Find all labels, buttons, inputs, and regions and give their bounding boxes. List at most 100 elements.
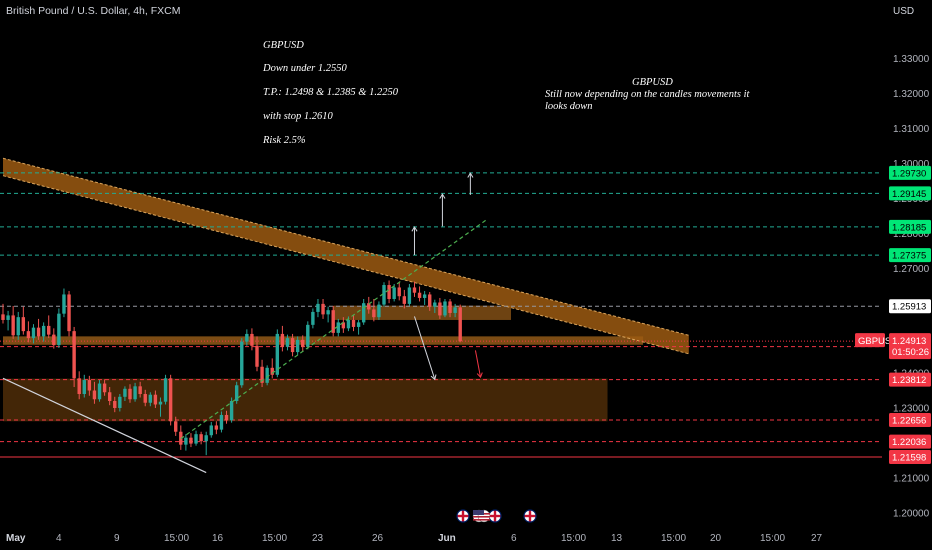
candle-body: [97, 383, 102, 400]
note-line-tp: T.P.: 1.2498 & 1.2385 & 1.2250: [263, 87, 399, 98]
candle-body: [87, 380, 92, 391]
arrow-head: [476, 372, 483, 379]
candle-body: [16, 317, 20, 336]
price-badge-label: 1.23812: [892, 375, 926, 386]
candle-body: [229, 400, 234, 421]
candle-body: [113, 400, 117, 408]
candle-body: [11, 315, 15, 336]
price-badge-label: 1.28185: [892, 222, 926, 233]
candle-body: [417, 292, 422, 298]
time-tick-label: 13: [611, 533, 623, 544]
price-badge: [889, 219, 931, 234]
price-badge: [889, 248, 931, 263]
chart-title: British Pound / U.S. Dollar, 4h, FXCM: [6, 5, 180, 17]
candle-body: [67, 294, 71, 332]
candle-body: [316, 303, 320, 312]
candle-body: [301, 339, 305, 347]
candle-body: [433, 302, 437, 307]
price-tick-label: 1.20000: [893, 508, 930, 519]
candle-body: [275, 333, 280, 375]
candle-body: [443, 301, 447, 316]
price-badge-label: 1.29145: [892, 189, 926, 200]
drawings-layer: [2, 172, 486, 474]
candle-body: [458, 307, 462, 342]
price-badge: [889, 434, 931, 449]
candle-body: [31, 327, 36, 339]
price-badge-label: 1.22036: [892, 437, 926, 448]
candle-body: [189, 437, 193, 444]
candle-body: [285, 338, 290, 347]
currency-label[interactable]: USD: [893, 6, 914, 17]
current-price-badge: [889, 333, 931, 360]
price-tick-label: 1.28000: [893, 229, 930, 240]
candle-body: [270, 367, 274, 375]
candle-body: [397, 287, 401, 297]
note-line-stop: with stop 1.2610: [263, 111, 333, 122]
candle-body: [62, 294, 66, 314]
candle-body: [245, 333, 249, 342]
resistance-zone: [333, 305, 511, 320]
candle-body: [133, 386, 137, 400]
candle-body: [260, 366, 264, 383]
right-note-title: GBPUSD: [632, 77, 673, 88]
candle-body: [387, 285, 391, 299]
arrow-head: [430, 374, 437, 381]
time-tick-label: 15:00: [262, 533, 287, 544]
support-zone-thin: [3, 336, 644, 345]
candle-body: [382, 285, 386, 305]
time-tick-label: 26: [372, 533, 384, 544]
note-line-risk: Risk 2.5%: [262, 135, 306, 146]
candle-body: [214, 425, 219, 430]
candle-body: [407, 287, 412, 304]
time-tick-label: 16: [212, 533, 224, 544]
candle-body: [41, 325, 46, 337]
candles-layer: [1, 280, 462, 456]
candle-body: [72, 331, 76, 379]
time-axis[interactable]: May 4 9 15:00 16 15:00 23 26 Jun 6 15:00 13 15:00 20 1…: [6, 533, 823, 544]
time-tick-label: 15:00: [661, 533, 686, 544]
candle-body: [102, 383, 107, 393]
candle-body: [77, 378, 81, 395]
event-us-flag-icon[interactable]: [477, 509, 491, 523]
candle-body: [402, 296, 407, 304]
candle-body: [377, 304, 381, 318]
price-tick-label: 1.31000: [893, 124, 930, 135]
candle-body: [372, 309, 376, 318]
candle-body: [422, 294, 427, 298]
time-tick-label: 15:00: [561, 533, 586, 544]
event-uk-flag-icon[interactable]: [488, 509, 502, 523]
candle-body: [209, 425, 213, 436]
event-uk-flag-icon[interactable]: [523, 509, 537, 523]
candle-body: [26, 331, 31, 339]
descending-channel: [3, 158, 689, 354]
candle-body: [326, 310, 330, 315]
price-tick-label: 1.27000: [893, 264, 930, 275]
price-tick-label: 1.33000: [893, 54, 930, 65]
price-badge-label: 1.22656: [892, 415, 926, 426]
symbol-badge: [855, 333, 885, 348]
arrow-head: [467, 172, 474, 178]
candle-body: [21, 317, 26, 332]
candle-body: [118, 396, 122, 408]
candle-body: [168, 378, 173, 422]
current-price-label: 1.24913: [892, 336, 926, 347]
events-bar[interactable]: [456, 509, 537, 523]
candle-body: [57, 313, 61, 346]
candle-body: [321, 303, 325, 315]
candle-body: [448, 301, 452, 313]
time-tick-label: 15:00: [760, 533, 785, 544]
candle-body: [1, 314, 5, 320]
note-line-entry: Down under 1.2550: [262, 63, 347, 74]
candle-body: [295, 339, 300, 353]
price-badge-label: 1.27375: [892, 251, 926, 262]
candle-body: [280, 333, 285, 347]
candle-body: [428, 294, 432, 307]
event-uk-flag-icon[interactable]: [456, 509, 470, 523]
arrow-head: [439, 193, 446, 199]
time-tick-label: Jun: [438, 533, 456, 544]
candle-body: [6, 315, 10, 320]
candle-body: [36, 327, 41, 337]
candle-body: [82, 380, 86, 395]
candle-body: [184, 437, 188, 445]
